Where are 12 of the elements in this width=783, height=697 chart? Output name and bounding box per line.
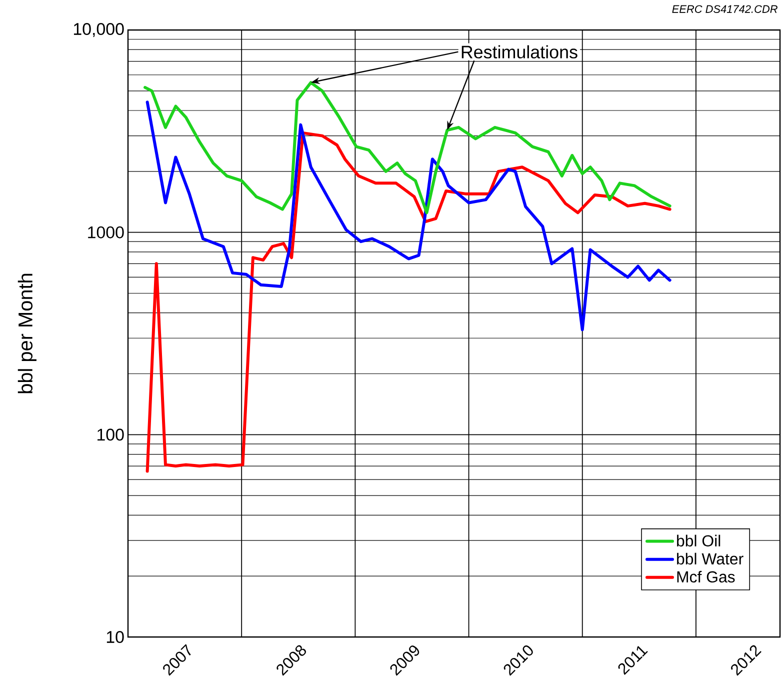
- y-tick-label: 1000: [88, 226, 124, 238]
- annotation: Restimulations: [462, 45, 578, 58]
- legend-label: bbl Oil: [677, 534, 720, 546]
- legend-label: Mcf Gas: [677, 570, 735, 583]
- legend-label: bbl Water: [677, 552, 744, 565]
- y-tick-label: 10,000: [74, 22, 124, 37]
- text: EERC DS41742.CDR: [672, 5, 778, 13]
- line-series: [146, 131, 672, 473]
- line-series: [146, 100, 672, 332]
- y-tick-label: 10: [106, 631, 124, 643]
- y-tick-label: 100: [98, 428, 124, 441]
- y-axis-title: bbl per Month: [18, 274, 36, 394]
